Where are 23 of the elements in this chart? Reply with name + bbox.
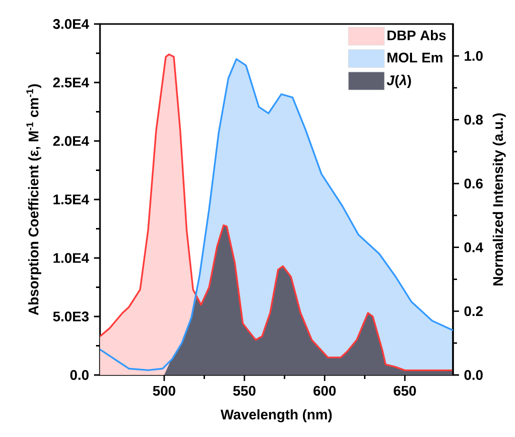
y-axis-title: Absorption Coefficient (ε, M$^{-1}$ cm$^{-1}$) [26, 84, 42, 316]
y2-tick-label: 1.0 [464, 50, 483, 61]
legend-label: MOL Em [388, 52, 442, 63]
y2-tick-label: 0.8 [464, 114, 483, 125]
y2-tick-label: 0.0 [464, 370, 483, 380]
y-tick-label: 2.0E4 [53, 136, 90, 146]
y2-tick-label: 0.2 [464, 306, 483, 316]
y-tick-label: 5.0E3 [53, 312, 89, 322]
y-tick-label: 3.0E4 [53, 19, 90, 29]
x-tick-label: 650 [394, 386, 416, 396]
y-tick-label: 0.0 [70, 370, 89, 380]
y-tick-label: 2.5E4 [53, 78, 90, 88]
legend-label: J(λ) [386, 74, 411, 88]
y-tick-label: 1.5E4 [54, 194, 90, 204]
legend-label: DBP Abs [388, 30, 446, 40]
x-tick-label: 500 [152, 386, 176, 396]
y2-tick-label: 0.4 [464, 242, 484, 252]
x-axis-title: Wavelength (nm) [220, 409, 332, 422]
x-tick-label: 600 [314, 386, 336, 396]
x-tick-label: 550 [233, 386, 256, 396]
y-tick-label: 1.0E4 [54, 253, 90, 263]
y2-axis-title: Normalized Intensity (a.u.) [492, 113, 506, 286]
y2-tick-label: 0.6 [464, 178, 483, 188]
